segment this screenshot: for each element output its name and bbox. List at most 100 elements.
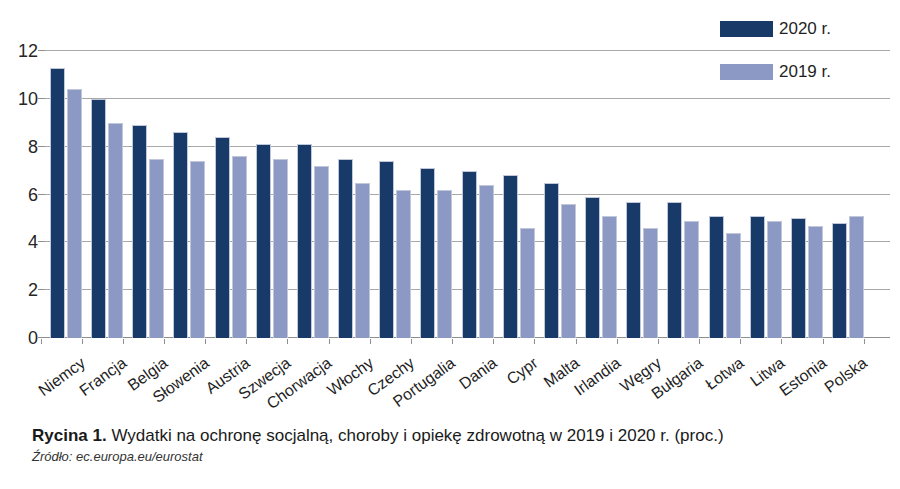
category-tick [246, 339, 247, 344]
x-label-cypr: Cypr [503, 354, 541, 388]
y-tick-label-4: 4 [0, 232, 38, 252]
bar-2020-łotwa [709, 216, 724, 338]
bar-2020-bułgaria [667, 202, 682, 338]
x-label-łotwa: Łotwa [702, 354, 747, 394]
bar-2019-polska [849, 216, 864, 338]
x-label-francja: Francja [76, 354, 130, 400]
y-tick-label-2: 2 [0, 280, 38, 300]
bar-2020-francja [91, 99, 106, 338]
x-label-malta: Malta [540, 354, 582, 392]
bar-2019-słowenia [190, 161, 205, 338]
gridline-10 [45, 98, 890, 99]
figure-rycina-1: 2020 r. 2019 r. 024681012 NiemcyFrancjaB… [0, 0, 900, 489]
x-label-portugalia: Portugalia [390, 354, 459, 411]
category-tick [699, 339, 700, 344]
y-tick-2 [38, 289, 45, 290]
category-tick [370, 339, 371, 344]
bar-2020-chorwacja [297, 144, 312, 338]
y-tick-label-6: 6 [0, 185, 38, 205]
x-label-słowenia: Słowenia [149, 354, 212, 407]
figure-source: Źródło: ec.europa.eu/eurostat [32, 449, 203, 464]
bar-2020-cypr [503, 175, 518, 338]
y-tick-label-8: 8 [0, 137, 38, 157]
x-label-bułgaria: Bułgaria [648, 354, 706, 403]
x-label-węgry: Węgry [617, 354, 665, 396]
y-tick-8 [38, 146, 45, 147]
x-label-belgia: Belgia [124, 354, 171, 395]
category-tick [823, 339, 824, 344]
gridline-8 [45, 146, 890, 147]
bar-2020-belgia [132, 125, 147, 338]
bar-2020-szwecja [256, 144, 271, 338]
bar-2019-malta [561, 204, 576, 338]
bar-2019-włochy [355, 183, 370, 338]
bar-2019-niemcy [67, 89, 82, 338]
bar-2020-węgry [626, 202, 641, 338]
bar-2020-portugalia [420, 168, 435, 338]
category-tick [452, 339, 453, 344]
bar-2019-cypr [520, 228, 535, 338]
x-label-włochy: Włochy [324, 354, 377, 399]
bar-2020-malta [544, 183, 559, 338]
x-label-niemcy: Niemcy [35, 354, 89, 400]
x-label-chorwacja: Chorwacja [264, 354, 336, 413]
bar-2019-łotwa [726, 233, 741, 338]
bar-2019-szwecja [273, 159, 288, 338]
y-tick-0 [38, 337, 45, 338]
bar-2019-irlandia [602, 216, 617, 338]
y-tick-6 [38, 194, 45, 195]
x-label-czechy: Czechy [364, 354, 418, 400]
y-tick-4 [38, 241, 45, 242]
y-tick-12 [38, 50, 45, 51]
bar-2019-litwa [767, 221, 782, 338]
x-label-austria: Austria [202, 354, 253, 398]
bar-2020-włochy [338, 159, 353, 338]
bar-chart-plot-area [45, 51, 890, 338]
bar-2020-niemcy [50, 68, 65, 338]
y-tick-10 [38, 98, 45, 99]
bar-2020-irlandia [585, 197, 600, 338]
bar-2019-chorwacja [314, 166, 329, 338]
x-label-estonia: Estonia [776, 354, 830, 400]
category-tick [617, 339, 618, 344]
x-label-polska: Polska [821, 354, 870, 397]
bar-2020-austria [215, 137, 230, 338]
bar-2020-litwa [750, 216, 765, 338]
gridline-12 [45, 50, 890, 51]
category-tick [493, 339, 494, 344]
category-tick [41, 339, 42, 344]
bar-2019-bułgaria [684, 221, 699, 338]
legend-label-2020: 2020 r. [779, 19, 831, 39]
bar-2019-estonia [808, 226, 823, 338]
category-tick [781, 339, 782, 344]
figure-caption-text: Wydatki na ochronę socjalną, choroby i o… [107, 426, 724, 445]
x-label-irlandia: Irlandia [571, 354, 624, 399]
y-tick-label-0: 0 [0, 328, 38, 348]
bar-2020-polska [832, 223, 847, 338]
category-tick [82, 339, 83, 344]
bar-2019-belgia [149, 159, 164, 338]
category-tick [287, 339, 288, 344]
category-tick [658, 339, 659, 344]
category-tick [329, 339, 330, 344]
figure-caption: Rycina 1. Wydatki na ochronę socjalną, c… [32, 426, 724, 446]
bar-2019-węgry [643, 228, 658, 338]
y-tick-label-10: 10 [0, 89, 38, 109]
bar-2020-słowenia [173, 132, 188, 338]
category-tick [205, 339, 206, 344]
x-label-dania: Dania [456, 354, 500, 393]
legend-item-2020: 2020 r. [720, 19, 831, 39]
bar-2019-francja [108, 123, 123, 338]
y-tick-label-12: 12 [0, 41, 38, 61]
x-label-szwecja: Szwecja [236, 354, 295, 404]
y-axis-labels: 024681012 [0, 51, 40, 338]
category-tick [411, 339, 412, 344]
category-tick [576, 339, 577, 344]
bar-2019-czechy [396, 190, 411, 338]
bar-2019-portugalia [437, 190, 452, 338]
category-tick [864, 339, 865, 344]
bar-2019-dania [479, 185, 494, 338]
category-tick [164, 339, 165, 344]
bar-2020-dania [462, 171, 477, 338]
legend-swatch-2020 [720, 21, 773, 37]
